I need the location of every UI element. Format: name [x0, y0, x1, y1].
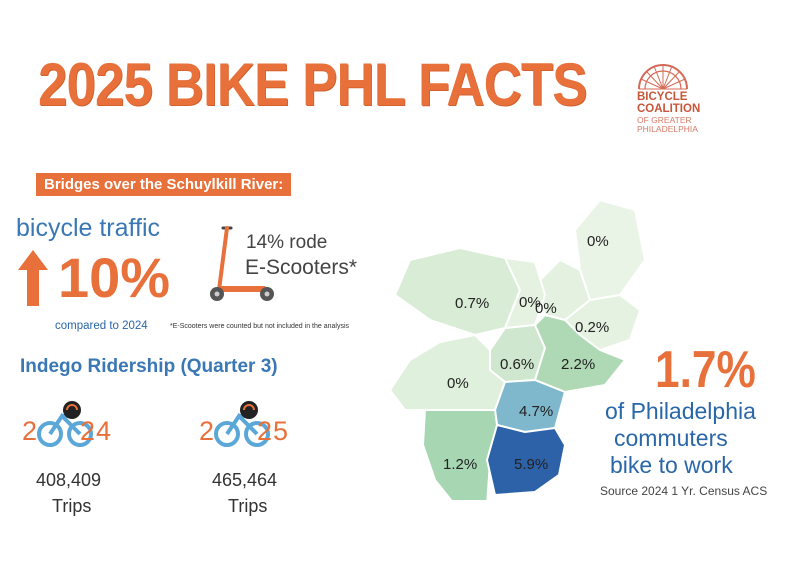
- year-prefix: 2: [199, 416, 216, 446]
- scooter-footnote: *E-Scooters were counted but not include…: [170, 323, 349, 330]
- wheel-logo-icon: [638, 64, 688, 90]
- commute-line-1: of Philadelphia: [605, 398, 756, 424]
- map-label: 0.6%: [500, 356, 534, 373]
- logo-line-4: PHILADELPHIA: [637, 124, 698, 134]
- page-title: 2025 BIKE PHL FACTS: [38, 51, 587, 118]
- map-label: 0%: [535, 300, 557, 317]
- source-label: Source 2024 1 Yr. Census ACS: [600, 484, 768, 498]
- trips-label-2024: Trips: [52, 496, 92, 516]
- map-label: 2.2%: [561, 356, 595, 373]
- commute-line-3: bike to work: [610, 452, 733, 478]
- e-scooter-icon: [210, 226, 274, 301]
- year-2024-block: 2 24: [18, 398, 138, 448]
- bicycle-traffic-label: bicycle traffic: [16, 214, 161, 242]
- compared-label: compared to 2024: [55, 320, 148, 332]
- map-region: [422, 409, 498, 500]
- year-suffix: 25: [257, 416, 290, 446]
- year-suffix: 24: [80, 416, 113, 446]
- map-region: [486, 424, 566, 496]
- map-label: 0%: [447, 375, 469, 392]
- year-prefix: 2: [22, 416, 39, 446]
- map-label: 0.2%: [575, 319, 609, 336]
- traffic-change-value: 10%: [58, 246, 171, 309]
- scooter-percentage: 14% rode: [246, 232, 328, 253]
- map-label: 1.2%: [443, 456, 477, 473]
- commute-percentage: 1.7%: [655, 341, 756, 399]
- map-label: 0%: [587, 233, 609, 250]
- bridges-banner: Bridges over the Schuylkill River:: [36, 173, 292, 196]
- trips-count-2024: 408,409: [36, 470, 102, 490]
- map-region: [534, 314, 626, 393]
- scooter-label: E-Scooters*: [245, 256, 358, 279]
- indego-bike-icon: [214, 401, 270, 447]
- map-label: 0.7%: [455, 295, 489, 312]
- map-region: [389, 334, 506, 411]
- logo-line-3: OF GREATER: [637, 115, 692, 125]
- map-label: 5.9%: [514, 456, 548, 473]
- trips-label-2025: Trips: [228, 496, 268, 516]
- year-2025-block: 2 25: [195, 398, 315, 448]
- commute-line-2: commuters: [614, 425, 728, 451]
- bicycle-coalition-logo: BICYCLE COALITION OF GREATER PHILADELPHI…: [615, 55, 765, 145]
- indego-heading: Indego Ridership (Quarter 3): [20, 356, 278, 377]
- map-label: 0%: [519, 294, 541, 311]
- indego-bike-icon: [37, 401, 93, 447]
- logo-line-1: BICYCLE: [637, 91, 688, 103]
- philadelphia-region-map: 0% 0% 0.2% 0.7% 0% 0.6% 2.2% 0% 4.7% 1.2…: [389, 200, 645, 500]
- trips-count-2025: 465,464: [212, 470, 278, 490]
- logo-line-2: COALITION: [637, 103, 701, 115]
- map-label: 4.7%: [519, 403, 553, 420]
- up-arrow-icon: [18, 250, 48, 306]
- map-region: [394, 247, 521, 336]
